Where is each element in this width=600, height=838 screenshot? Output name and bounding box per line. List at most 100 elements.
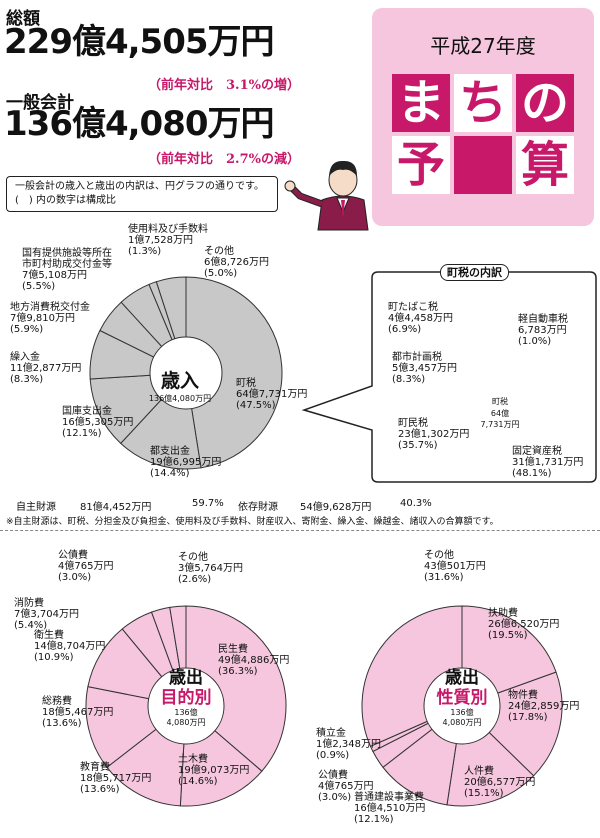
label-pct: (3.0%) [318,792,352,803]
label-doboku: 土木費 19億9,073万円 (14.6%) [178,754,249,787]
label-pct: (10.9%) [34,652,74,663]
label-pct: (14.6%) [178,776,218,787]
label-chihoshohi: 地方消費税交付金 7億9,810万円 (5.9%) [10,302,90,335]
label-pct: (2.6%) [178,574,212,585]
label-name: 都市計画税 [392,352,442,363]
label-name: 公債費 [318,770,348,781]
label-pct: (5.4%) [14,620,48,631]
label-name: 国有提供施設等所在 市町村助成交付金等 [22,248,112,270]
town-tax-title: 町税の内訳 [440,264,509,281]
label-name: 使用料及び手数料 [128,224,208,235]
label-tabako: 町たばこ税 4億4,458万円 (6.9%) [388,302,453,335]
label-pct: (31.6%) [424,572,464,583]
label-name: 町税 [236,378,256,389]
label-name: 扶助費 [488,608,518,619]
label-amount: 19億6,995万円 [150,457,222,468]
label-amount: 7億3,704万円 [14,609,79,620]
label-jinken: 人件費 20億6,577万円 (15.1%) [464,766,535,799]
label-amount: 5億3,457万円 [392,363,457,374]
label-kokuyu: 国有提供施設等所在 市町村助成交付金等 7億5,108万円 (5.5%) [22,248,112,292]
dep-amount: 54億9,628万円 [300,502,372,513]
tax-center-sub2: 7,731万円 [480,420,520,429]
purpose-center-sub1: 136億 [174,708,198,717]
title-char-1: ま [392,74,450,132]
label-pct: (36.3%) [218,666,258,677]
label-pct: (48.1%) [512,468,552,479]
label-amount: 3億5,764万円 [178,563,243,574]
nature-center-title: 歳出 [445,668,479,688]
revenue-center-sub: 136億4,080万円 [148,394,212,403]
nature-center-tag: 性質別 [436,688,488,708]
label-name: 衛生費 [34,630,64,641]
label-amount: 11億2,877万円 [10,363,82,374]
revenue-slice-5 [120,283,187,374]
label-amount: 18億5,467万円 [42,707,114,718]
label-amount: 16億4,510万円 [354,803,426,814]
label-name: 消防費 [14,598,44,609]
revenue-slice-7 [155,276,187,374]
label-kosai-1: 公債費 4億765万円 (3.0%) [58,550,113,583]
label-kosai-2: 公債費 4億765万円 (3.0%) [318,770,373,803]
label-sonota-2: その他 43億501万円 (31.6%) [424,550,486,583]
label-keijidosha: 軽自動車税 6,783万円 (1.0%) [518,314,568,347]
label-kyoiku: 教育費 18億5,717万円 (13.6%) [80,762,151,795]
note-line-1: 一般会計の歳入と歳出の内訳は、円グラフの通りです。 [15,181,264,192]
revenue-slice-4 [99,301,187,374]
label-bukken: 物件費 24億2,859万円 (17.8%) [508,690,579,723]
label-name: 民生費 [218,644,248,655]
label-amount: 6,783万円 [518,325,567,336]
label-name: 国庫支出金 [62,406,112,417]
label-pct: (12.1%) [62,428,102,439]
label-pct: (17.8%) [508,712,548,723]
label-amount: 4億4,458万円 [388,313,453,324]
label-eisei: 衛生費 14億8,704万円 (10.9%) [34,630,105,663]
label-futsukensetsu: 普通建設事業費 16億4,510万円 (12.1%) [354,792,425,825]
label-kotei: 固定資産税 31億1,731万円 (48.1%) [512,446,583,479]
label-amount: 24億2,859万円 [508,701,580,712]
label-name: 固定資産税 [512,446,562,457]
label-pct: (6.9%) [388,324,422,335]
title-blank-block [454,136,512,194]
label-amount: 4億765万円 [318,781,374,792]
title-char-3: の [516,74,574,132]
label-pct: (0.9%) [316,750,350,761]
label-pct: (8.3%) [392,374,426,385]
own-pct: 59.7% [192,498,224,509]
label-name: 町民税 [398,418,428,429]
note-box: 一般会計の歳入と歳出の内訳は、円グラフの通りです。 ( ) 内の数字は構成比 [6,176,278,212]
title-char-2: ち [454,74,512,132]
label-name: 人件費 [464,766,494,777]
nature-center-sub1: 136億 [450,708,474,717]
label-pct: (14.4%) [150,468,190,479]
label-toshikeikaku: 都市計画税 5億3,457万円 (8.3%) [392,352,457,385]
nature-center-sub2: 4,080万円 [442,718,482,727]
label-name: 地方消費税交付金 [10,302,90,313]
purpose-center: 歳出 目的別 136億 4,080万円 [152,668,220,744]
label-amount: 26億6,520万円 [488,619,560,630]
label-pct: (13.6%) [80,784,120,795]
label-name: 繰入金 [10,352,40,363]
label-amount: 1億7,528万円 [128,235,193,246]
label-amount: 23億1,302万円 [398,429,470,440]
label-choumin: 町民税 23億1,302万円 (35.7%) [398,418,469,451]
general-change: （前年対比 2.7%の減） [148,152,300,167]
label-tsumitate: 積立金 1億2,348万円 (0.9%) [316,728,381,761]
dep-label: 依存財源 [238,502,278,513]
purpose-center-tag: 目的別 [160,688,212,708]
section-divider [0,530,600,531]
label-pct: (19.5%) [488,630,528,641]
label-sonota-1: その他 3億5,764万円 (2.6%) [178,552,243,585]
label-name: 物件費 [508,690,538,701]
label-name: 公債費 [58,550,88,561]
label-name: その他 [204,246,234,257]
title-subtitle: 平成27年度 [430,34,536,58]
label-amount: 19億9,073万円 [178,765,250,776]
general-label: 一般会計 [6,93,74,113]
total-change: （前年対比 3.1%の増） [148,78,300,93]
label-amount: 49億4,886万円 [218,655,290,666]
footnote: ※自主財源は、町税、分担金及び負担金、使用料及び手数料、財産収入、寄附金、繰入金… [6,517,499,527]
tax-center-sub1: 64億 [490,409,510,418]
dep-pct: 40.3% [400,498,432,509]
label-name: 総務費 [42,696,72,707]
label-amount: 6億8,726万円 [204,257,269,268]
